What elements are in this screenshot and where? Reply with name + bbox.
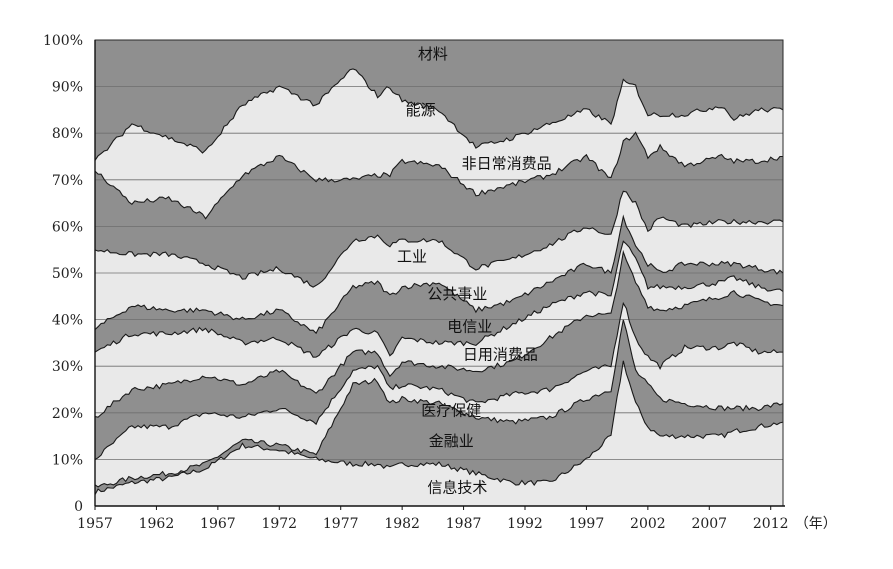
x-tick-label: 2007	[691, 516, 727, 532]
x-axis-unit-label: （年）	[795, 516, 837, 532]
series-label-医疗保健: 医疗保健	[421, 401, 481, 419]
x-tick-label: 1992	[507, 516, 543, 532]
x-tick-label: 1967	[200, 516, 236, 532]
area-材料	[95, 40, 783, 161]
area-信息技术	[95, 360, 783, 506]
area-非日常消费品	[95, 132, 783, 288]
x-tick-label: 2002	[630, 516, 666, 532]
area-医疗保健	[95, 303, 783, 487]
x-tick-label: 1972	[261, 516, 297, 532]
boundary-信息技术	[94, 360, 784, 495]
y-tick-label: 60%	[52, 219, 83, 235]
area-能源	[95, 69, 783, 219]
y-tick-label: 80%	[52, 126, 83, 142]
area-工业	[95, 191, 783, 334]
area-金融业	[95, 319, 783, 495]
boundary-电信业	[94, 240, 784, 358]
series-label-信息技术: 信息技术	[427, 478, 487, 496]
boundary-公共事业	[94, 214, 784, 335]
boundary-日用消费品	[94, 249, 784, 418]
x-tick-label: 1987	[446, 516, 482, 532]
series-label-材料: 材料	[418, 45, 448, 63]
series-label-电信业: 电信业	[447, 318, 492, 336]
y-tick-label: 10%	[52, 452, 83, 468]
series-label-金融业: 金融业	[429, 432, 474, 450]
x-tick-label: 1997	[569, 516, 605, 532]
area-电信业	[95, 241, 783, 418]
area-公共事业	[95, 216, 783, 358]
boundary-医疗保健	[94, 301, 784, 461]
area-日用消费品	[95, 252, 783, 460]
x-tick-label: 1962	[139, 516, 175, 532]
series-label-工业: 工业	[397, 248, 427, 266]
y-tick-label: 20%	[52, 406, 83, 422]
tick-labels: 0 10% 20% 30% 40% 50% 60% 70% 80% 90% 100% 1957 1962…	[43, 33, 837, 532]
gridlines	[95, 86, 783, 460]
y-tick-label: 90%	[52, 80, 83, 96]
boundary-非日常消费品	[94, 131, 783, 220]
series-labels: 信息技术 金融业 医疗保健 日用消费品 电信业 公共事业 工业 非日常消费品 能源 材料	[397, 45, 552, 496]
series-boundaries	[94, 68, 784, 495]
x-tick-label: 1977	[323, 516, 359, 532]
x-tick-label: 1957	[77, 516, 113, 532]
y-tick-label: 70%	[52, 173, 83, 189]
series-label-日用消费品: 日用消费品	[463, 346, 538, 364]
series-label-公共事业: 公共事业	[427, 285, 487, 303]
area-layers	[95, 40, 783, 506]
series-label-非日常消费品: 非日常消费品	[462, 154, 552, 172]
x-tick-label: 1982	[384, 516, 420, 532]
y-tick-label: 30%	[52, 359, 83, 375]
y-tick-label: 50%	[52, 266, 83, 282]
series-label-能源: 能源	[406, 101, 436, 119]
boundary-金融业	[94, 319, 784, 488]
x-tick-label: 2012	[753, 516, 789, 532]
y-tick-label: 0	[74, 499, 83, 515]
axes	[94, 39, 785, 507]
y-tick-label: 100%	[43, 33, 83, 49]
boundary-工业	[94, 190, 784, 288]
y-tick-label: 40%	[52, 313, 83, 329]
boundary-能源	[94, 68, 784, 161]
